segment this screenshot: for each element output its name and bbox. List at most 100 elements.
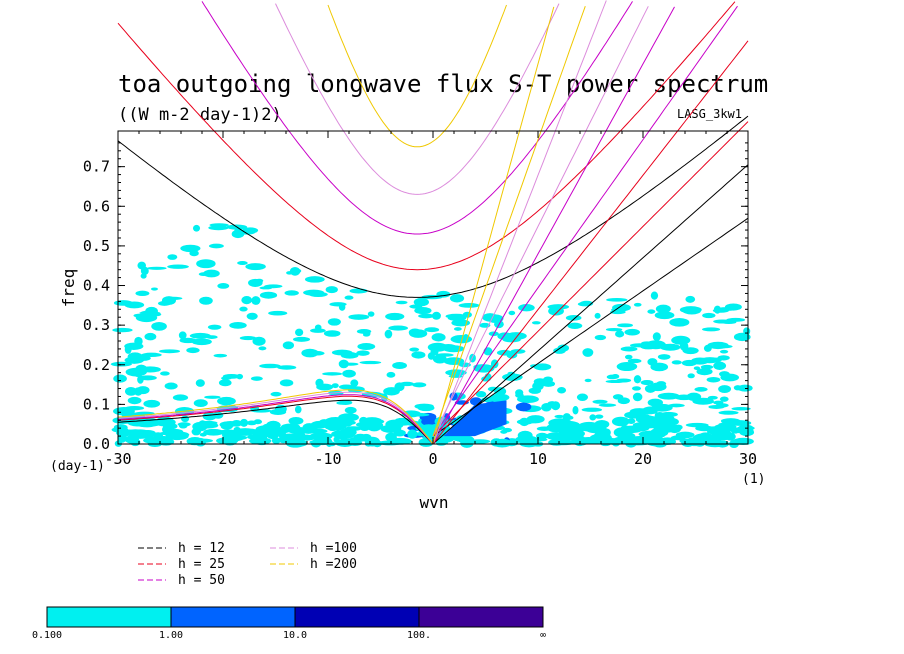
contour-blob: [506, 351, 518, 359]
contour-blob: [682, 347, 699, 355]
contour-blob: [708, 404, 725, 409]
contour-blob: [229, 321, 247, 329]
contour-blob: [164, 296, 183, 300]
contour-blob: [136, 422, 151, 428]
colorbar-cell: [294, 606, 420, 628]
contour-blob: [659, 411, 678, 418]
contour-blob: [696, 368, 713, 376]
contour-blob: [282, 341, 295, 350]
contour-blob: [460, 438, 474, 448]
contour-blob: [217, 282, 230, 289]
contour-blob: [647, 309, 656, 314]
kelvin-curve: [432, 6, 675, 445]
contour-blob: [721, 418, 741, 425]
contour-blob: [668, 403, 685, 408]
contour-blob: [113, 374, 127, 383]
colorbar-label: ∞: [540, 630, 546, 641]
contour-blob: [270, 391, 282, 397]
contour-blob: [342, 369, 356, 378]
contour-blob: [189, 332, 211, 339]
contour-blob: [264, 284, 283, 289]
rossby-curve: [117, 394, 434, 445]
contour-blob: [156, 416, 174, 426]
contour-blob: [367, 311, 375, 317]
contour-blob: [356, 350, 370, 356]
contour-blob: [494, 387, 507, 396]
contour-blob: [556, 435, 566, 445]
y-tick-label: 0.5: [83, 237, 110, 255]
contour-blob: [589, 414, 597, 421]
contour-blob: [409, 304, 423, 309]
contour-blob: [259, 363, 281, 369]
contour-blob: [442, 345, 465, 353]
contour-blob: [659, 417, 679, 426]
colorbar-label: 0.100: [32, 630, 62, 641]
contour-blob: [256, 433, 268, 443]
x-tick-label: 10: [529, 450, 547, 468]
contour-blob: [655, 304, 671, 314]
contour-blob: [359, 360, 382, 365]
contour-blob: [612, 394, 624, 400]
contour-blob: [301, 348, 319, 358]
contour-blob: [233, 426, 241, 433]
contour-blob: [165, 432, 189, 441]
contour-blob: [207, 324, 222, 330]
contour-blob: [279, 379, 294, 387]
contour-blob: [594, 334, 607, 341]
contour-blob: [718, 385, 732, 394]
contour-blob: [633, 375, 642, 384]
contour-blob: [647, 358, 658, 366]
contour-blob: [338, 400, 353, 405]
contour-blob: [314, 324, 322, 331]
contour-blob: [344, 295, 354, 300]
contour-blob: [554, 414, 565, 419]
legend-label: h = 12: [178, 541, 225, 556]
contour-blob: [642, 406, 661, 413]
contour-blob: [164, 382, 178, 390]
contour-blob: [616, 362, 638, 372]
contour-blob: [451, 319, 471, 327]
contour-blob: [302, 427, 311, 432]
contour-blob: [323, 330, 341, 337]
contour-blob: [349, 288, 368, 294]
contour-blob: [652, 332, 661, 341]
contour-blob: [515, 392, 524, 398]
contour-blob: [473, 364, 495, 373]
kelvin-curve: [432, 40, 749, 445]
contour-blob: [338, 359, 349, 369]
contour-blob: [124, 387, 138, 396]
contour-blob: [330, 418, 353, 424]
contour-blob: [515, 402, 532, 412]
contour-blob: [192, 224, 201, 232]
contour-blob: [617, 323, 633, 328]
contour-blob: [208, 243, 224, 249]
contour-blob: [278, 433, 302, 439]
contour-blob: [649, 382, 667, 392]
contour-blob: [700, 364, 714, 370]
y-tick-label: 0.3: [83, 316, 110, 334]
dispersion-curves: [117, 0, 749, 445]
mrg-curve: [432, 121, 749, 437]
colorbar-label: 1.00: [159, 630, 183, 641]
contour-blob: [136, 355, 151, 361]
contour-blob: [268, 310, 288, 316]
contour-blob: [592, 399, 608, 404]
contour-blob: [286, 271, 293, 275]
contour-blob: [250, 376, 263, 381]
contour-blob: [239, 306, 248, 312]
contour-blob: [140, 266, 149, 276]
contour-blob: [203, 428, 224, 436]
mrg-curve: [432, 6, 586, 437]
contour-blob: [624, 354, 633, 360]
contour-blob: [657, 392, 680, 400]
y-tick-label: 0.6: [83, 197, 110, 215]
contour-blob: [653, 429, 666, 438]
contour-blob: [186, 347, 200, 354]
contour-blob: [564, 426, 579, 435]
contour-blob: [241, 295, 253, 305]
contour-blob: [685, 422, 709, 428]
contour-blob: [739, 428, 755, 437]
kelvin-curve: [432, 0, 607, 445]
power-contours: [110, 223, 755, 449]
contour-blob: [598, 403, 617, 407]
